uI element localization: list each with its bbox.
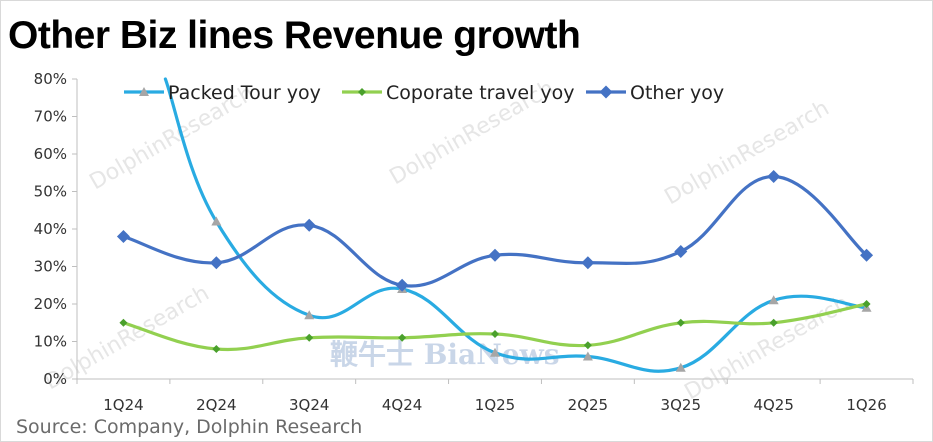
chart-title: Other Biz lines Revenue growth [8,14,581,57]
legend: Packed Tour yoy Coporate travel yoy Other … [124,82,724,104]
x-tick-label: 1Q24 [103,396,143,414]
watermark-layer: DolphinResearch DolphinResearch DolphinR… [41,76,854,405]
data-point-corporate-travel [398,333,407,342]
series-line-other [121,174,869,288]
data-point-corporate-travel [676,318,685,327]
series-layer [116,77,874,373]
x-tick-label: 3Q24 [289,396,329,414]
watermark-text: DolphinResearch [681,291,854,405]
data-point-packed-tour [768,295,779,305]
series-packed-tour [163,77,872,373]
y-tick-label: 60% [34,145,67,163]
data-point-corporate-travel [769,318,778,327]
data-point-other [302,218,316,232]
x-tick-label: 4Q24 [382,396,422,414]
data-point-other [116,230,130,243]
legend-marker-packed-tour [139,87,149,96]
data-point-other [581,256,595,270]
data-point-packed-tour [582,351,593,361]
x-tick-label: 1Q26 [846,396,886,414]
y-tick-label: 70% [34,108,67,126]
y-tick-label: 20% [34,295,67,313]
x-tick-label: 2Q25 [568,396,608,414]
legend-label-other: Other yoy [630,82,724,104]
data-point-other [395,278,409,292]
data-point-corporate-travel [862,300,871,308]
series-line-packed-tour [163,77,869,373]
x-tick-label: 3Q25 [661,396,701,414]
y-tick-label: 50% [34,183,67,201]
data-point-other [209,256,223,270]
series-other [116,170,874,292]
data-point-other [488,248,502,262]
data-point-corporate-travel [212,345,221,353]
data-point-packed-tour [304,310,315,320]
x-tick-label: 2Q24 [196,396,236,414]
data-point-corporate-travel [491,330,499,338]
legend-marker-corporate-travel [358,88,366,96]
legend-label-corporate-travel: Coporate travel yoy [386,82,574,104]
series-corporate-travel [119,300,871,353]
y-tick-label: 10% [34,333,67,351]
y-tick-label: 80% [34,70,67,88]
data-point-corporate-travel [305,333,314,342]
data-point-other [674,245,688,258]
data-point-corporate-travel [119,318,128,327]
data-point-other [767,170,781,183]
y-tick-label: 30% [34,258,67,276]
watermark-news: 鞭牛士 BiaNews [330,338,559,371]
x-tick-label: 4Q25 [753,396,793,414]
axis-layer: 0% 10% 20% 30% 40% 50% 60% 70% 80% 1Q24 2Q24 3Q24 4Q… [34,70,914,414]
data-point-packed-tour [675,362,686,372]
x-tick-label: 1Q25 [475,396,515,414]
y-tick-label: 40% [34,220,67,238]
data-point-packed-tour [490,347,500,357]
data-point-corporate-travel [583,341,592,350]
legend-marker-other [599,85,613,99]
data-point-other [860,248,874,262]
legend-label-packed-tour: Packed Tour yoy [168,82,321,104]
data-point-packed-tour [211,216,222,226]
source-note: Source: Company, Dolphin Research [16,416,363,438]
y-tick-label: 0% [43,370,67,388]
